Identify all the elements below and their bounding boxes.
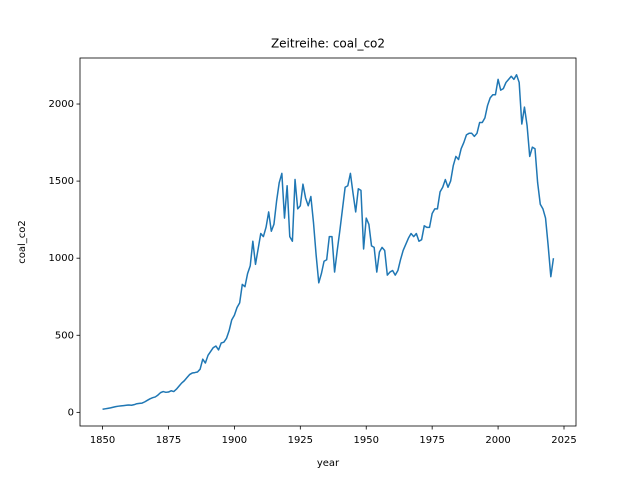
y-tick-label: 0 [68, 407, 74, 418]
x-tick-label: 1975 [419, 435, 444, 446]
chart-title: Zeitreihe: coal_co2 [271, 37, 385, 51]
y-axis-label: coal_co2 [17, 220, 28, 264]
data-line [102, 73, 555, 411]
x-tick-label: 1850 [90, 435, 115, 446]
x-tick-label: 2025 [551, 435, 576, 446]
y-tick-label: 2000 [49, 99, 74, 110]
y-tick-label: 1500 [49, 176, 74, 187]
x-tick-label: 1950 [354, 435, 379, 446]
x-tick-label: 1900 [222, 435, 247, 446]
x-tick-label: 2000 [485, 435, 510, 446]
plot-frame [79, 57, 577, 427]
y-tick-label: 1000 [49, 253, 74, 264]
x-tick-label: 1925 [288, 435, 313, 446]
y-tick-label: 500 [55, 330, 74, 341]
x-axis-label: year [317, 458, 340, 469]
x-tick-label: 1875 [156, 435, 181, 446]
